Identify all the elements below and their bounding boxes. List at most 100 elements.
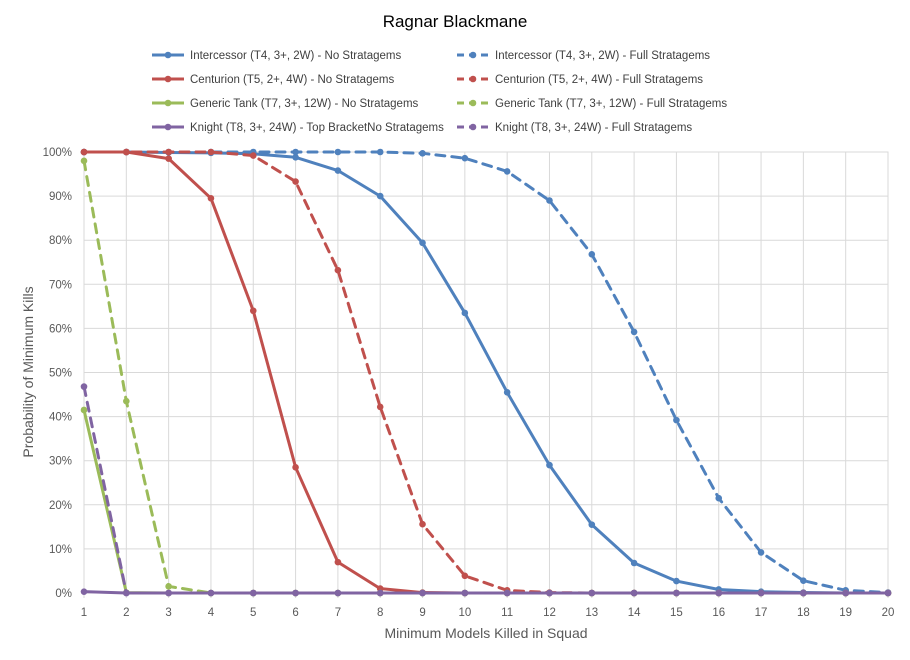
data-point [503,589,511,597]
data-point [376,403,384,411]
series-6 [80,157,892,597]
legend-swatch-marker [164,123,172,131]
y-tick-label: 30% [49,456,72,468]
data-point [503,168,511,175]
legend-swatch-marker [469,51,477,59]
data-point [419,150,426,157]
data-point [334,266,342,274]
x-axis-title: Minimum Models Killed in Squad [384,625,587,641]
data-point [715,589,723,597]
legend-item: Generic Tank (T7, 3+, 12W) - Full Strata… [457,98,727,110]
legend-swatch-marker [164,75,172,83]
y-tick-label: 80% [49,235,72,247]
data-point [249,152,257,159]
x-tick-label: 8 [377,607,383,619]
data-point [249,307,257,315]
y-axis-title: Probability of Minimum Kills [20,286,36,457]
data-point [165,155,172,162]
series-line [82,408,890,595]
data-point [165,148,172,156]
data-point [630,328,638,336]
data-point [292,464,299,471]
series-layer [80,148,892,597]
legend-label: Centurion (T5, 2+, 4W) - No Stratagems [190,74,394,86]
series-8 [80,383,892,597]
data-point [461,154,469,162]
x-tick-label: 6 [292,607,298,619]
data-point [334,148,342,156]
x-tick-label: 17 [755,607,768,619]
data-point [123,397,130,405]
x-tick-label: 2 [123,607,129,619]
data-point [630,589,638,597]
data-point [80,157,88,165]
legend-swatch-marker [164,99,172,107]
data-point [419,589,426,597]
legend-label: Knight (T8, 3+, 24W) - Top BracketNo Str… [190,122,444,134]
legend-swatch-marker [469,99,477,107]
data-point [165,589,172,597]
gridlines [84,151,888,593]
data-point [80,406,88,414]
series-line [82,385,890,595]
x-tick-label: 19 [839,607,852,619]
legend-label: Intercessor (T4, 3+, 2W) - No Stratagems [190,50,401,62]
x-tick-label: 12 [543,607,556,619]
data-point [757,549,765,556]
x-tick-label: 13 [585,607,598,619]
data-point [123,148,130,156]
data-point [800,577,807,584]
legend-label: Centurion (T5, 2+, 4W) - Full Stratagems [495,74,703,86]
data-point [292,589,299,597]
data-point [80,148,88,156]
legend-label: Intercessor (T4, 3+, 2W) - Full Stratage… [495,50,710,62]
y-tick-label: 70% [49,279,72,291]
data-point [461,589,469,597]
data-point [419,520,426,528]
legend-swatch-marker [469,123,477,131]
x-tick-label: 3 [165,607,171,619]
data-point [503,389,511,396]
data-point [546,589,553,597]
data-point [800,589,807,597]
legend-item: Knight (T8, 3+, 24W) - Top BracketNo Str… [152,122,444,134]
x-tick-label: 15 [670,607,683,619]
data-point [80,588,88,595]
x-tick-label: 18 [797,607,810,619]
x-tick-label: 16 [712,607,725,619]
data-point [630,559,638,567]
legend-item: Intercessor (T4, 3+, 2W) - Full Stratage… [457,50,710,62]
chart-title: Ragnar Blackmane [383,12,528,31]
legend-item: Knight (T8, 3+, 24W) - Full Stratagems [457,122,692,134]
y-tick-label: 20% [49,500,72,512]
data-point [207,195,215,202]
legend-item: Centurion (T5, 2+, 4W) - No Stratagems [152,74,394,86]
data-point [376,589,384,597]
data-point [588,521,596,528]
legend-item: Centurion (T5, 2+, 4W) - Full Stratagems [457,74,703,86]
data-point [292,148,299,156]
data-point [715,494,723,502]
data-point [546,197,553,204]
data-point [842,589,849,597]
data-point [207,589,215,597]
data-point [80,383,88,390]
data-point [165,583,172,590]
data-point [461,572,469,580]
y-tick-label: 90% [49,191,72,203]
legend: Intercessor (T4, 3+, 2W) - No Stratagems… [152,50,727,134]
data-point [292,178,299,185]
data-point [757,589,765,597]
data-point [123,589,130,597]
legend-swatch-marker [469,75,477,83]
data-point [673,577,680,585]
y-tick-label: 50% [49,368,72,380]
y-tick-label: 40% [49,412,72,424]
data-point [334,589,342,597]
data-point [673,589,680,597]
x-tick-label: 7 [335,607,341,619]
y-tick-label: 10% [49,544,72,556]
data-point [334,558,342,566]
data-point [461,309,469,317]
